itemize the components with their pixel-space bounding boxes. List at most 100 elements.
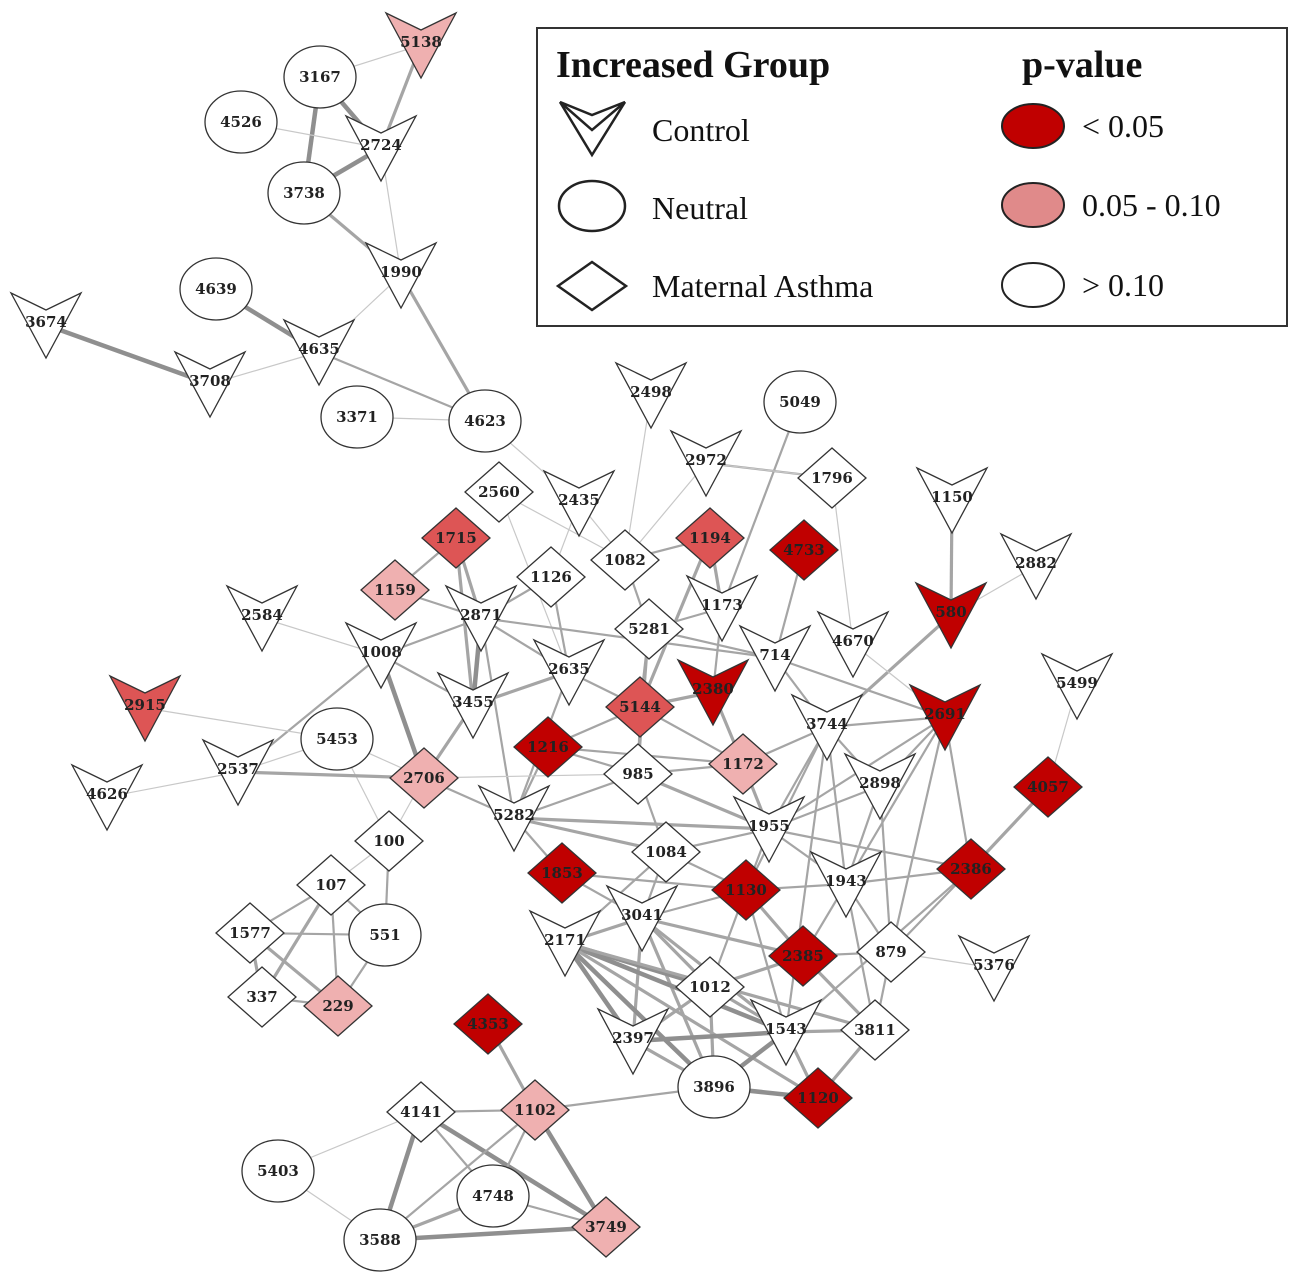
node-label-1715: 1715 [435,529,477,547]
legend-pvalue-title: p-value [1022,44,1142,86]
node-shape-1577 [215,902,285,964]
node-shape-3708 [173,350,247,419]
node-label-3738: 3738 [283,184,325,202]
node-label-551: 551 [369,926,400,944]
node-2898: 2898 [843,752,917,821]
edge-2691-3744 [826,715,946,729]
edge-2537-4626 [106,771,239,798]
node-label-1150: 1150 [931,488,973,506]
edge-3674-3708 [45,322,211,387]
node-4141: 4141 [386,1081,456,1143]
node-shape-2171 [528,909,602,978]
node-shape-2635 [532,638,606,707]
node-2691: 2691 [908,683,982,752]
node-1172: 1172 [708,733,778,795]
node-shape-551 [348,903,422,967]
node-5144: 5144 [605,676,675,738]
node-3167: 3167 [283,45,357,109]
node-3674: 3674 [9,291,83,360]
node-2386: 2386 [936,838,1006,900]
node-4626: 4626 [70,763,144,832]
node-shape-3588 [343,1208,417,1272]
diamond-icon [555,260,629,312]
node-shape-2882 [999,532,1073,601]
node-shape-2397 [596,1007,670,1076]
node-label-1012: 1012 [689,978,731,996]
node-4623: 4623 [448,389,522,453]
pvalue-high-swatch [1001,103,1065,149]
node-5282: 5282 [477,784,551,853]
legend-label-maternal-asthma: Maternal Asthma [652,268,873,304]
node-shape-107 [296,854,366,916]
node-label-4733: 4733 [783,541,825,559]
node-label-5282: 5282 [493,806,535,824]
node-3749: 3749 [571,1196,641,1258]
node-1012: 1012 [675,956,745,1018]
node-label-2972: 2972 [685,451,727,469]
edge-714-2691 [774,656,946,719]
node-shape-1543 [749,998,823,1067]
node-1150: 1150 [915,466,989,535]
node-shape-1796 [797,447,867,509]
node-shape-2584 [225,584,299,653]
node-shape-2380 [676,658,750,727]
node-label-2691: 2691 [924,705,966,723]
edge-4141-3749 [419,1110,608,1229]
node-shape-1853 [527,842,597,904]
node-1194: 1194 [675,507,745,569]
node-shape-1990 [364,241,438,310]
node-label-1577: 1577 [229,924,271,942]
node-shape-3167 [283,45,357,109]
node-shape-1173 [685,574,759,643]
node-4748: 4748 [456,1164,530,1228]
node-shape-985 [603,743,673,805]
node-2498: 2498 [614,361,688,430]
edge-2871-5282 [479,617,516,819]
node-label-5376: 5376 [973,956,1015,974]
edge-3744-1543 [784,726,829,1033]
node-shape-714 [738,624,812,693]
node-label-1796: 1796 [811,469,853,487]
node-2537: 2537 [201,738,275,807]
node-label-3744: 3744 [806,715,848,733]
node-shape-1715 [421,507,491,569]
node-2171: 2171 [528,909,602,978]
node-2397: 2397 [596,1007,670,1076]
node-shape-1216 [513,716,583,778]
node-shape-3744 [790,693,864,762]
node-2385: 2385 [768,925,838,987]
edge-5282-1955 [513,816,770,831]
node-3455: 3455 [436,671,510,740]
node-label-5144: 5144 [619,698,661,716]
node-label-2380: 2380 [692,680,734,698]
node-shape-879 [856,921,926,983]
node-4670: 4670 [816,610,890,679]
node-label-2871: 2871 [460,606,502,624]
node-3896: 3896 [677,1055,751,1119]
node-label-3811: 3811 [854,1021,896,1039]
node-4733: 4733 [769,519,839,581]
node-label-2724: 2724 [360,136,402,154]
node-shape-1955 [732,795,806,864]
node-label-1543: 1543 [765,1020,807,1038]
node-5499: 5499 [1040,652,1114,721]
node-label-1082: 1082 [604,551,646,569]
node-shape-1150 [915,466,989,535]
edge-985-2706 [423,773,639,779]
node-label-3749: 3749 [585,1218,627,1236]
node-1715: 1715 [421,507,491,569]
node-label-1194: 1194 [689,529,731,547]
legend-box [536,27,1288,327]
node-shape-4626 [70,763,144,832]
node-label-2882: 2882 [1015,554,1057,572]
edge-2691-879 [889,716,947,953]
node-shape-4635 [282,318,356,387]
node-985: 985 [603,743,673,805]
node-shape-4639 [179,257,253,321]
node-shape-1082 [590,529,660,591]
node-label-100: 100 [373,832,404,850]
node-shape-2871 [444,584,518,653]
node-label-2584: 2584 [241,606,283,624]
node-3811: 3811 [840,999,910,1061]
node-shape-5281 [614,598,684,660]
